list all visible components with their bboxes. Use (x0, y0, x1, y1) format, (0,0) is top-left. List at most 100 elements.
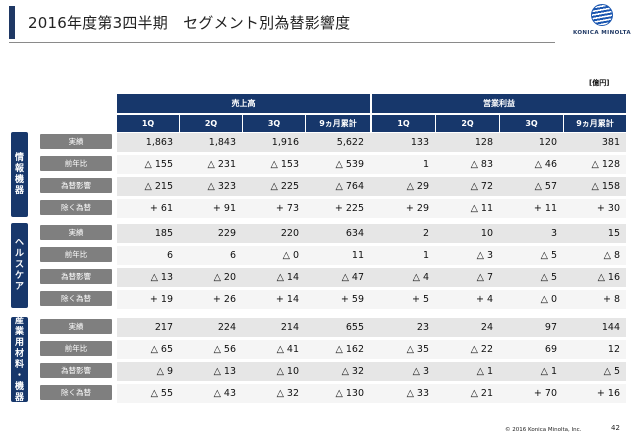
table-cell: + 73 (275, 203, 299, 214)
table-cell: △ 153 (270, 159, 299, 170)
table-cell: △ 158 (591, 181, 620, 192)
row-label: 為替影響 (40, 269, 112, 284)
table-cell: 11 (351, 250, 364, 261)
row-label: 前年比 (40, 247, 112, 262)
table-cell: 185 (154, 228, 173, 239)
table-cell: △ 539 (335, 159, 364, 170)
table-cell: 97 (544, 322, 557, 333)
row-label: 除く為替 (40, 385, 112, 400)
page-number: 42 (611, 424, 620, 432)
table-cell: 1,916 (271, 137, 299, 148)
table-cell: + 5 (411, 294, 429, 305)
column-header: 1Q (117, 115, 179, 132)
table-cell: △ 29 (406, 181, 429, 192)
table-row (117, 133, 626, 152)
segment-label-char: 料 (14, 359, 24, 370)
table-cell: △ 8 (603, 250, 620, 261)
table-cell: △ 83 (470, 159, 493, 170)
table-row (117, 199, 626, 218)
segment-label-char: ア (14, 282, 24, 292)
table-cell: + 14 (275, 294, 299, 305)
table-cell: 1 (422, 159, 429, 170)
table-cell: △ 0 (540, 294, 557, 305)
row-label: 実績 (40, 134, 112, 149)
table-row (117, 268, 626, 287)
table-cell: + 91 (212, 203, 236, 214)
table-cell: △ 32 (341, 366, 364, 377)
table-cell: + 30 (596, 203, 620, 214)
table-cell: △ 764 (335, 181, 364, 192)
segment-label: ヘルスケア (11, 223, 28, 308)
table-cell: 120 (538, 137, 557, 148)
table-cell: + 61 (149, 203, 173, 214)
table-cell: △ 215 (144, 181, 173, 192)
table-cell: △ 5 (603, 366, 620, 377)
table-cell: + 70 (533, 388, 557, 399)
segment-label-char: 用 (14, 337, 24, 348)
table-cell: 2 (422, 228, 429, 239)
table-cell: △ 5 (540, 250, 557, 261)
table-cell: 214 (280, 322, 299, 333)
unit-label: [億円] (589, 79, 610, 87)
table-cell: △ 43 (213, 388, 236, 399)
table-cell: + 16 (596, 388, 620, 399)
table-cell: △ 16 (597, 272, 620, 283)
row-label: 実績 (40, 319, 112, 334)
table-cell: 144 (601, 322, 620, 333)
segment-label-char: 器 (14, 392, 24, 403)
table-cell: + 19 (149, 294, 173, 305)
logo-text: KONICA MINOLTA (572, 30, 632, 36)
table-cell: + 8 (602, 294, 620, 305)
table-cell: 10 (480, 228, 493, 239)
table-cell: △ 33 (406, 388, 429, 399)
table-row (117, 155, 626, 174)
table-cell: △ 47 (341, 272, 364, 283)
table-cell: △ 231 (207, 159, 236, 170)
segment-label-char: 報 (14, 163, 24, 174)
table-cell: △ 128 (591, 159, 620, 170)
table-cell: + 225 (334, 203, 364, 214)
table-cell: △ 41 (276, 344, 299, 355)
table-cell: △ 225 (270, 181, 299, 192)
segment-label-char: 材 (14, 348, 24, 359)
segment-label-char: 機 (14, 174, 24, 185)
table-cell: △ 3 (412, 366, 429, 377)
row-label: 除く為替 (40, 291, 112, 306)
segment-label-char: ヘ (14, 238, 24, 248)
segment-label-char: ・ (14, 370, 24, 381)
table-cell: △ 32 (276, 388, 299, 399)
table-cell: △ 46 (534, 159, 557, 170)
table-cell: △ 11 (470, 203, 493, 214)
table-cell: △ 9 (156, 366, 173, 377)
table-cell: 133 (410, 137, 429, 148)
table-cell: △ 22 (470, 344, 493, 355)
segment-label-char: 機 (14, 381, 24, 392)
segment-label-char: 器 (14, 185, 24, 196)
table-cell: 381 (601, 137, 620, 148)
table-cell: △ 21 (470, 388, 493, 399)
table-cell: △ 35 (406, 344, 429, 355)
table-cell: 217 (154, 322, 173, 333)
segment-label: 産業用材料・機器 (11, 316, 28, 403)
table-cell: 6 (229, 250, 236, 261)
table-row (117, 224, 626, 243)
row-label: 為替影響 (40, 363, 112, 378)
table-cell: 229 (217, 228, 236, 239)
table-cell: 12 (607, 344, 620, 355)
segment-label-char: ル (14, 249, 24, 259)
column-header: 2Q (180, 115, 242, 132)
table-cell: △ 13 (213, 366, 236, 377)
column-header: 3Q (243, 115, 305, 132)
segment-label: 情報機器 (11, 132, 28, 217)
row-label: 除く為替 (40, 200, 112, 215)
table-row (117, 318, 626, 337)
segment-label-char: 業 (14, 326, 24, 337)
table-cell: + 59 (340, 294, 364, 305)
column-header: 9ヵ月累計 (564, 115, 626, 132)
table-cell: △ 55 (150, 388, 173, 399)
table-cell: △ 20 (213, 272, 236, 283)
table-cell: △ 56 (213, 344, 236, 355)
table-cell: 3 (550, 228, 557, 239)
table-row (117, 177, 626, 196)
table-cell: △ 57 (534, 181, 557, 192)
